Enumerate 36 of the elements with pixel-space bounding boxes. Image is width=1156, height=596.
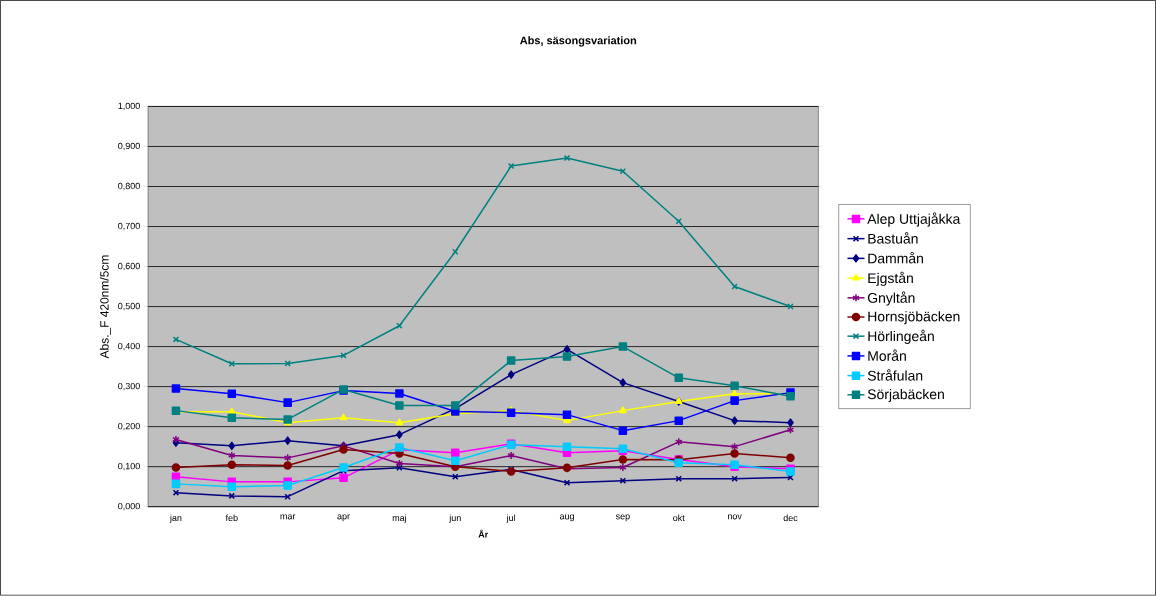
x-tick-label: maj xyxy=(392,514,407,523)
x-tick-label: okt xyxy=(673,514,685,522)
y-tick-label: 0,100 xyxy=(118,463,140,471)
x-tick-label: dec xyxy=(783,514,798,522)
legend-label: Stråfulan xyxy=(867,369,923,381)
y-tick-label: 0,600 xyxy=(118,263,140,271)
legend-label: Alep Uttjajåkka xyxy=(867,212,961,227)
legend-label: Gnyltån xyxy=(867,291,915,306)
legend-label: Dammån xyxy=(868,252,923,264)
x-tick-label: mar xyxy=(280,514,296,520)
x-tick-label: jan xyxy=(169,514,182,523)
x-tick-label: jun xyxy=(449,514,461,523)
legend-label: Bastuån xyxy=(868,232,918,244)
legend-label: Ejgstån xyxy=(868,271,913,287)
y-tick-label: 0,900 xyxy=(118,142,140,151)
x-tick-label: aug xyxy=(559,514,574,522)
chart-title: Abs, säsongsvariation xyxy=(520,36,637,47)
y-tick-label: 0,700 xyxy=(118,222,140,231)
x-axis-title: År xyxy=(478,529,489,538)
y-tick-label: 0,000 xyxy=(118,503,140,511)
x-tick-label: feb xyxy=(225,514,238,522)
legend-label: Hörlingeån xyxy=(868,329,934,345)
y-tick-label: 0,300 xyxy=(118,383,140,391)
legend-label: Morån xyxy=(868,349,906,362)
y-tick-label: 1,000 xyxy=(118,102,140,111)
x-tick-label: sep xyxy=(615,514,630,522)
y-tick-label: 0,500 xyxy=(118,303,140,311)
x-tick-label: nov xyxy=(727,514,742,520)
y-tick-label: 0,400 xyxy=(118,343,140,351)
legend-label: Sörjabäcken xyxy=(867,389,944,403)
y-tick-label: 0,800 xyxy=(118,182,140,191)
legend-label: Hornsjöbäcken xyxy=(868,311,960,325)
y-axis-title: Abs._F 420nm/5cm xyxy=(99,255,111,359)
y-tick-label: 0,200 xyxy=(118,423,140,431)
x-tick-label: jul xyxy=(506,514,516,523)
x-tick-label: apr xyxy=(337,514,350,522)
